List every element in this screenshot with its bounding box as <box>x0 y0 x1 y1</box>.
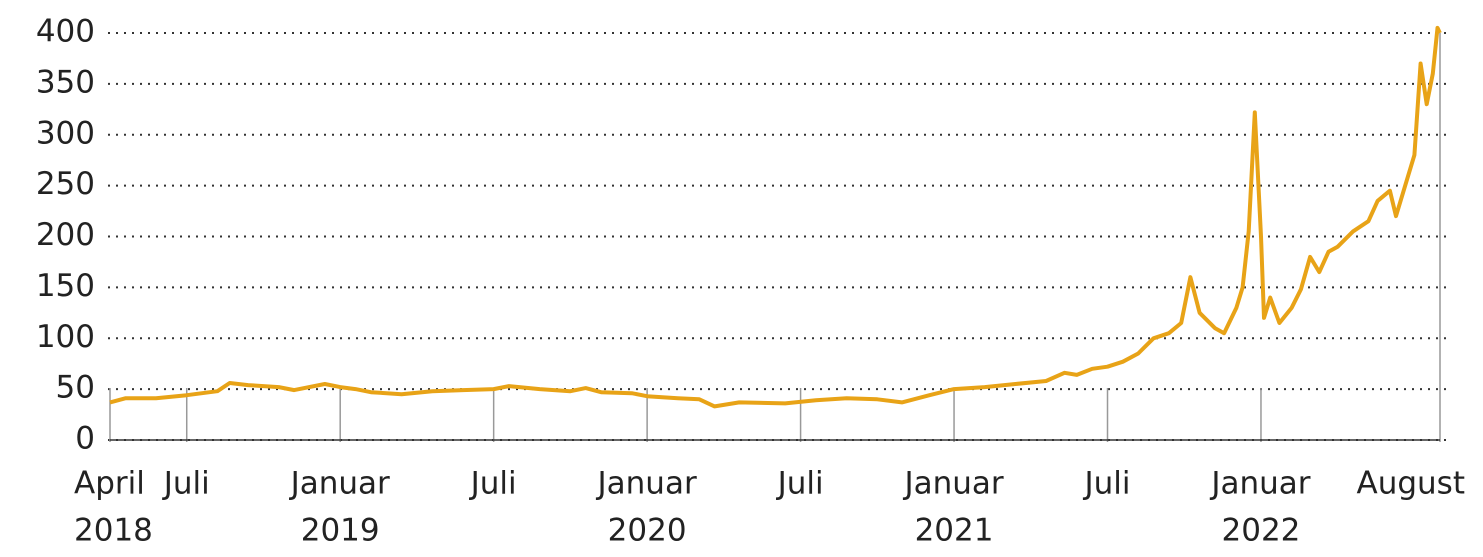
y-tick-label: 300 <box>36 115 95 151</box>
y-tick-label: 0 <box>75 421 95 457</box>
x-tick-label: April <box>74 466 145 502</box>
y-tick-label: 400 <box>36 14 95 50</box>
x-tick-label: Januar <box>596 466 697 502</box>
x-tick-label: August <box>1357 466 1466 502</box>
x-year-label: 2018 <box>74 513 153 549</box>
y-tick-label: 150 <box>36 268 95 304</box>
y-tick-label: 350 <box>36 64 95 100</box>
x-tick-label: Januar <box>289 466 390 502</box>
x-year-label: 2021 <box>915 513 994 549</box>
x-tick-label: Januar <box>902 466 1003 502</box>
x-tick-label: Juli <box>469 466 517 502</box>
y-tick-label: 100 <box>36 319 95 355</box>
y-tick-label: 200 <box>36 217 95 253</box>
x-tick-label: Juli <box>162 466 210 502</box>
data-line <box>109 25 1442 409</box>
x-year-label: 2020 <box>608 513 687 549</box>
y-tick-label: 250 <box>36 166 95 202</box>
y-tick-label: 50 <box>56 370 95 406</box>
x-year-label: 2019 <box>301 513 380 549</box>
x-tick-label: Juli <box>1082 466 1130 502</box>
x-year-label: 2022 <box>1222 513 1301 549</box>
x-tick-label: Juli <box>776 466 824 502</box>
x-tick-label: Januar <box>1209 466 1310 502</box>
